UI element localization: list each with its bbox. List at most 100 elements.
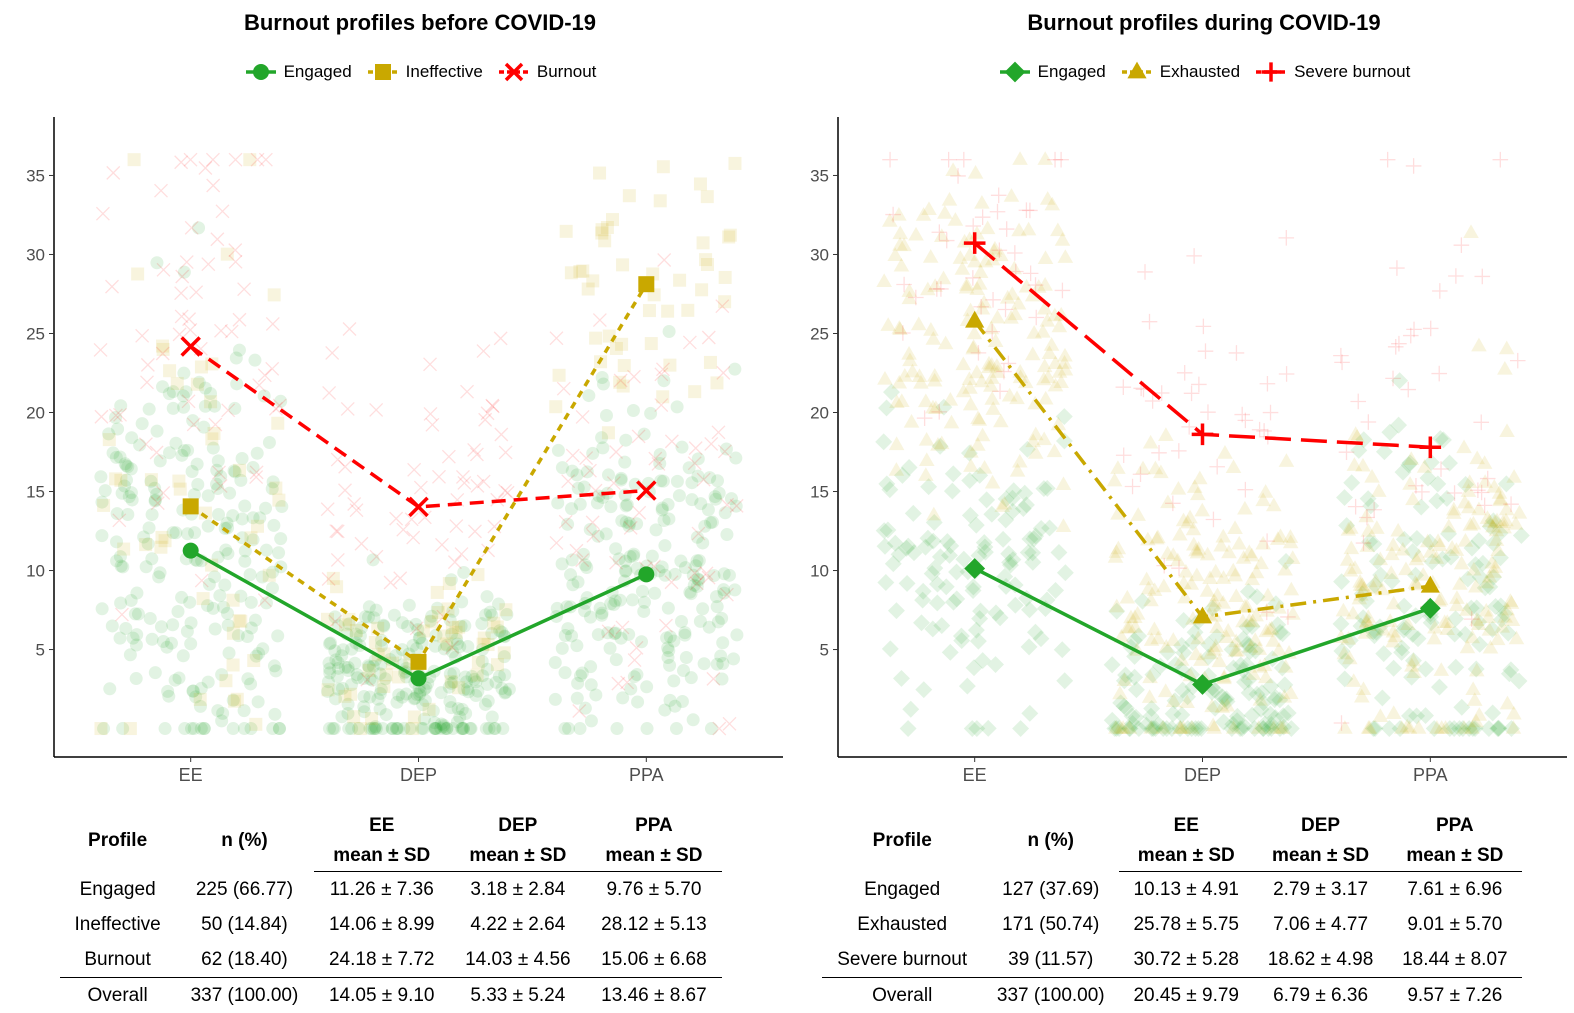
jitter-point bbox=[1181, 419, 1197, 435]
jitter-point bbox=[450, 520, 463, 533]
jitter-point bbox=[131, 267, 144, 280]
jitter-point bbox=[1499, 423, 1515, 437]
jitter-point bbox=[685, 476, 698, 489]
jitter-point bbox=[662, 498, 675, 511]
jitter-point bbox=[1499, 341, 1515, 355]
jitter-point bbox=[1184, 386, 1200, 402]
jitter-point bbox=[661, 305, 674, 318]
jitter-point bbox=[114, 474, 127, 487]
jitter-point bbox=[718, 295, 731, 308]
jitter-point bbox=[370, 403, 383, 416]
table-cell: 225 (66.77) bbox=[175, 872, 314, 908]
jitter-point bbox=[128, 153, 141, 166]
table-cell: 18.62 ± 4.98 bbox=[1253, 942, 1387, 978]
jitter-point bbox=[1391, 372, 1408, 389]
jitter-point bbox=[990, 204, 1006, 220]
jitter-point bbox=[1192, 471, 1208, 485]
jitter-point bbox=[658, 254, 671, 267]
jitter-point bbox=[143, 521, 156, 534]
jitter-point bbox=[119, 622, 132, 635]
jitter-point bbox=[116, 560, 129, 573]
jitter-point bbox=[667, 674, 680, 687]
jitter-point bbox=[716, 636, 729, 649]
jitter-point bbox=[1012, 720, 1029, 737]
jitter-point bbox=[956, 152, 972, 168]
jitter-point bbox=[259, 502, 272, 515]
jitter-point bbox=[1227, 520, 1243, 534]
jitter-point bbox=[1500, 696, 1516, 710]
jitter-point bbox=[1390, 523, 1406, 537]
chart-before-covid: Burnout profiles before COVID-19 Engaged… bbox=[0, 0, 790, 800]
jitter-point bbox=[1386, 596, 1402, 610]
jitter-point bbox=[331, 553, 344, 566]
jitter-point bbox=[342, 661, 355, 674]
jitter-point bbox=[610, 653, 623, 666]
jitter-point bbox=[236, 452, 249, 465]
jitter-point bbox=[1120, 590, 1136, 604]
jitter-point bbox=[584, 660, 597, 673]
jitter-point bbox=[274, 532, 287, 545]
jitter-point bbox=[145, 473, 158, 486]
jitter-point bbox=[177, 649, 190, 662]
jitter-point bbox=[729, 452, 742, 465]
jitter-point bbox=[600, 409, 613, 422]
jitter-point bbox=[1125, 479, 1141, 495]
jitter-point bbox=[562, 722, 575, 735]
jitter-point bbox=[573, 265, 586, 278]
jitter-point bbox=[267, 519, 280, 532]
jitter-point bbox=[1339, 444, 1355, 460]
jitter-point bbox=[1022, 203, 1038, 219]
jitter-point bbox=[268, 288, 281, 301]
jitter-point bbox=[468, 525, 481, 538]
jitter-point bbox=[350, 624, 363, 637]
jitter-point bbox=[980, 720, 997, 737]
jitter-point bbox=[338, 690, 351, 703]
jitter-point bbox=[363, 664, 376, 677]
jitter-point bbox=[720, 528, 733, 541]
jitter-point bbox=[1058, 249, 1074, 263]
col-subheader: mean ± SD bbox=[586, 841, 722, 872]
jitter-point bbox=[263, 569, 276, 582]
jitter-point bbox=[202, 258, 215, 271]
jitter-point bbox=[1198, 343, 1214, 359]
jitter-point bbox=[658, 539, 671, 552]
jitter-point bbox=[386, 722, 399, 735]
jitter-point bbox=[1007, 245, 1023, 261]
jitter-point bbox=[156, 340, 169, 353]
jitter-point bbox=[552, 444, 565, 457]
jitter-point bbox=[915, 681, 932, 698]
table-cell: 25.78 ± 5.75 bbox=[1119, 907, 1253, 942]
y-tick-label: 20 bbox=[26, 404, 45, 423]
jitter-point bbox=[636, 585, 649, 598]
jitter-point bbox=[576, 410, 589, 423]
jitter-point bbox=[136, 417, 149, 430]
jitter-point bbox=[480, 722, 493, 735]
jitter-point bbox=[683, 336, 696, 349]
jitter-point bbox=[414, 481, 427, 494]
jitter-point bbox=[195, 360, 208, 373]
jitter-point bbox=[1279, 366, 1295, 382]
jitter-point bbox=[1209, 459, 1225, 475]
jitter-point bbox=[208, 570, 221, 583]
jitter-point bbox=[612, 677, 625, 690]
jitter-point bbox=[645, 337, 658, 350]
jitter-point bbox=[1386, 705, 1402, 719]
jitter-point bbox=[146, 508, 159, 521]
jitter-point bbox=[719, 271, 732, 284]
jitter-point bbox=[712, 426, 725, 439]
jitter-point bbox=[615, 514, 628, 527]
x-tick-label: PPA bbox=[629, 765, 664, 785]
y-tick-label: 25 bbox=[26, 324, 45, 343]
jitter-point bbox=[174, 483, 187, 496]
jitter-point bbox=[107, 446, 120, 459]
jitter-point bbox=[893, 670, 910, 687]
jitter-point bbox=[251, 447, 264, 460]
jitter-point bbox=[572, 482, 585, 495]
jitter-point bbox=[959, 678, 976, 695]
jitter-point bbox=[1278, 230, 1294, 246]
jitter-point bbox=[999, 221, 1015, 237]
jitter-point bbox=[1135, 461, 1151, 475]
jitter-point bbox=[494, 332, 507, 345]
jitter-point bbox=[121, 460, 134, 473]
